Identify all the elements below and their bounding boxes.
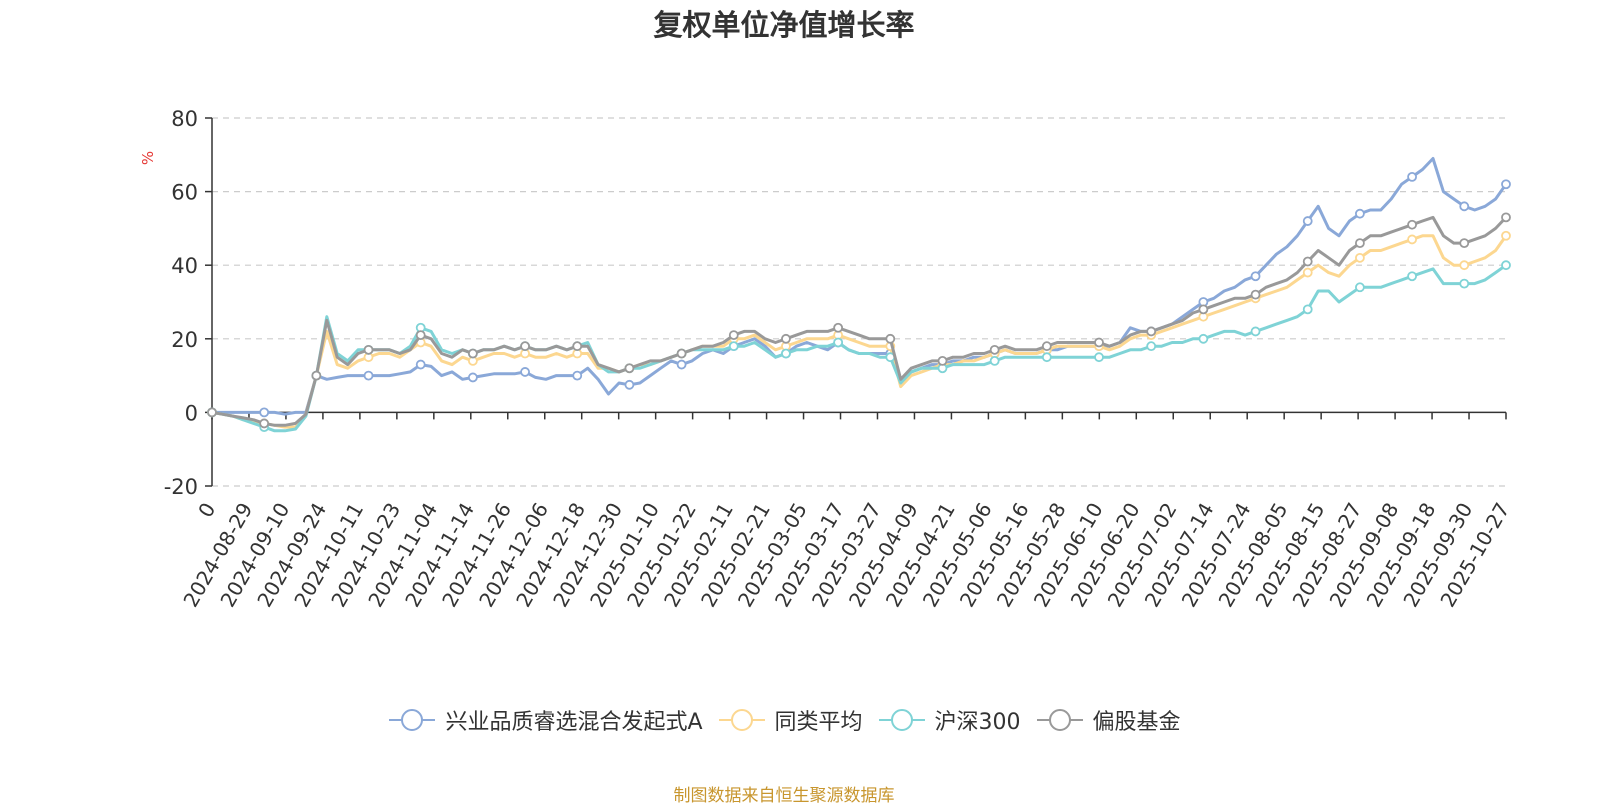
data-point (1302, 304, 1313, 315)
data-point (311, 370, 322, 381)
data-point (1355, 208, 1365, 219)
legend-label: 偏股基金 (1092, 710, 1181, 735)
gridlines (212, 117, 1506, 487)
y-tick-label: 0 (185, 401, 198, 425)
data-point (1501, 179, 1511, 190)
data-point (1094, 352, 1104, 363)
series-line (211, 234, 1508, 429)
series-line (211, 263, 1507, 433)
data-point (833, 322, 844, 333)
data-point (1198, 304, 1209, 315)
y-tick-label: 40 (171, 254, 198, 278)
data-point (1407, 271, 1417, 282)
legend-label: 同类平均 (774, 710, 863, 735)
data-point (572, 341, 583, 352)
data-point (1355, 238, 1365, 249)
data-point (520, 367, 530, 377)
data-point (415, 359, 426, 370)
data-point (467, 372, 478, 383)
data-point (1459, 278, 1470, 289)
legend-item[interactable]: 沪深300 (877, 704, 1021, 736)
y-tick-label: -20 (164, 475, 198, 499)
legend-item[interactable]: 同类平均 (717, 704, 863, 736)
x-axis: 02024-08-292024-09-102024-09-242024-10-1… (178, 411, 1514, 611)
data-point (1146, 326, 1157, 337)
source-note: 制图数据来自恒生聚源数据库 (673, 786, 895, 806)
data-point (1302, 267, 1313, 278)
legend-label: 沪深300 (934, 710, 1021, 735)
data-point (1198, 333, 1209, 344)
data-point (572, 370, 583, 381)
y-tick-label: 20 (171, 328, 198, 352)
legend-line-circle-icon (389, 709, 436, 731)
data-point (363, 370, 374, 381)
data-point (1302, 216, 1313, 226)
series-lines (207, 157, 1511, 433)
y-tick-label: 80 (171, 107, 198, 131)
data-point (1355, 282, 1365, 293)
data-point (467, 348, 478, 359)
data-point (989, 344, 1000, 355)
data-point (937, 355, 948, 366)
series-line (211, 215, 1508, 427)
data-point (624, 379, 635, 390)
data-point (1146, 341, 1157, 352)
data-point (1250, 326, 1261, 337)
data-point (1250, 271, 1261, 282)
data-point (1407, 171, 1417, 182)
data-point (989, 355, 1000, 366)
data-point (676, 348, 687, 359)
legend-item[interactable]: 兴业品质睿选混合发起式A (387, 704, 703, 736)
data-point (728, 330, 739, 341)
data-point (259, 418, 270, 429)
data-point (1041, 352, 1052, 363)
data-point (1407, 234, 1417, 245)
series-line (212, 157, 1508, 416)
y-axis-label: % (139, 151, 157, 165)
data-point (624, 363, 635, 374)
legend: 兴业品质睿选混合发起式A 同类平均 沪深300 偏股基金 (0, 704, 1568, 736)
data-point (728, 341, 739, 352)
data-point (833, 337, 844, 348)
legend-label: 兴业品质睿选混合发起式A (445, 710, 703, 735)
data-point (1459, 201, 1470, 212)
data-point (1302, 256, 1313, 267)
data-point (1501, 212, 1511, 223)
chart-title: 复权单位净值增长率 (653, 8, 915, 42)
legend-line-circle-icon (718, 709, 765, 731)
data-point (885, 333, 896, 344)
data-point (415, 330, 426, 341)
data-point (1355, 252, 1365, 263)
legend-item[interactable]: 偏股基金 (1035, 704, 1181, 736)
data-point (1459, 238, 1470, 249)
legend-line-circle-icon (878, 709, 925, 731)
data-point (207, 407, 217, 418)
data-point (520, 341, 530, 352)
data-point (1041, 341, 1052, 352)
y-tick-label: 60 (171, 181, 198, 205)
data-point (676, 359, 687, 370)
data-point (781, 333, 791, 344)
data-point (1407, 219, 1417, 230)
data-point (781, 348, 791, 359)
legend-line-circle-icon (1036, 709, 1083, 731)
y-axis: -20 0 20 40 60 80 (164, 107, 213, 499)
data-point (1501, 260, 1511, 271)
data-point (259, 407, 270, 418)
data-point (363, 344, 374, 355)
x-tick-label: 0 (193, 499, 220, 522)
data-point (1459, 260, 1470, 271)
data-point (1094, 337, 1104, 348)
data-point (1250, 289, 1261, 300)
data-point (1501, 230, 1511, 241)
